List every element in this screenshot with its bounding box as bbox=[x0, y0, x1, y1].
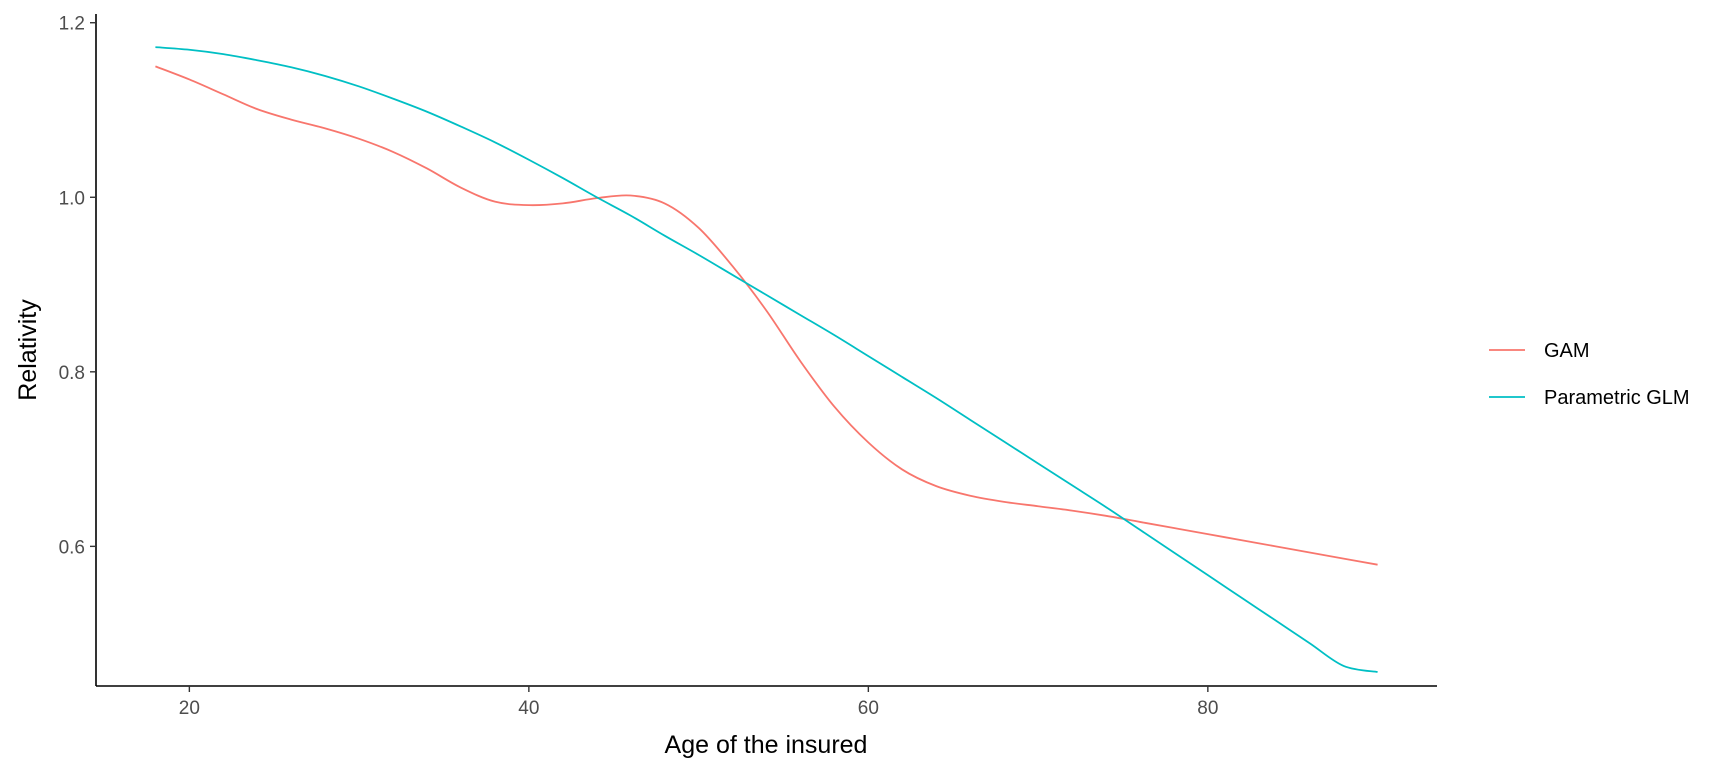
x-tick-label: 80 bbox=[1197, 698, 1218, 719]
x-tick-label: 40 bbox=[518, 698, 539, 719]
x-tick-label: 60 bbox=[858, 698, 879, 719]
x-ticks: 20 40 60 80 bbox=[179, 686, 1218, 719]
x-axis-title: Age of the insured bbox=[665, 731, 868, 759]
y-tick-label: 0.6 bbox=[59, 537, 85, 558]
legend-label-gam: GAM bbox=[1544, 340, 1590, 362]
y-tick-label: 1.2 bbox=[59, 14, 85, 35]
y-tick-label: 1.0 bbox=[59, 188, 85, 209]
series-line-parametric-glm bbox=[155, 46, 1378, 673]
series-layer bbox=[155, 46, 1378, 673]
y-ticks: 0.6 0.8 1.0 1.2 bbox=[59, 14, 96, 558]
x-tick-label: 20 bbox=[179, 698, 200, 719]
series-line-gam bbox=[155, 65, 1378, 566]
legend-label-parametric-glm: Parametric GLM bbox=[1544, 387, 1690, 409]
legend: GAM Parametric GLM bbox=[1489, 340, 1690, 409]
y-axis-title: Relativity bbox=[14, 299, 42, 401]
y-tick-label: 0.8 bbox=[59, 363, 85, 384]
